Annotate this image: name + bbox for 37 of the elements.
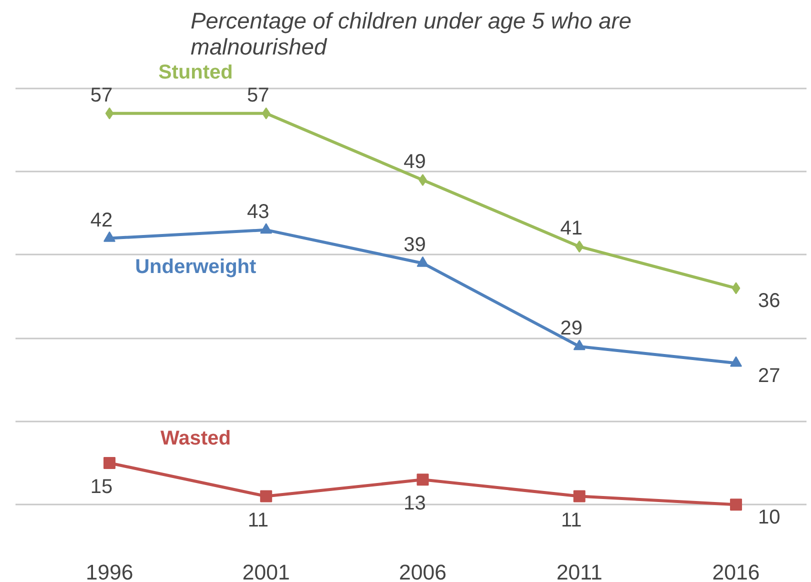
data-label: 11 [561, 509, 582, 532]
x-tick-label: 2011 [556, 560, 602, 582]
point [103, 231, 116, 242]
data-label: 15 [90, 476, 113, 498]
data-label: 13 [404, 492, 426, 515]
x-tick-label: 1996 [86, 560, 134, 582]
point [575, 240, 584, 253]
series-label: Underweight [135, 256, 257, 278]
data-label: 27 [758, 365, 780, 388]
point [573, 340, 586, 350]
data-label: 41 [560, 218, 583, 240]
point [105, 107, 114, 120]
point [260, 223, 272, 234]
data-label: 36 [758, 290, 780, 312]
point [730, 356, 742, 367]
point [573, 490, 586, 502]
point [732, 282, 740, 294]
x-tick-label: 2016 [712, 560, 760, 582]
data-label: 57 [246, 84, 270, 106]
data-label: 42 [90, 209, 113, 232]
data-label: 49 [404, 150, 426, 173]
x-tick-label: 2001 [242, 560, 290, 582]
point [103, 456, 116, 469]
data-label: 11 [248, 509, 268, 532]
point [416, 256, 429, 267]
point [262, 107, 270, 120]
point [260, 490, 272, 502]
data-label: 29 [560, 317, 583, 340]
chart-title: Percentage of children under age 5 who are malnourished [190, 8, 632, 60]
point [416, 474, 429, 486]
data-label: 43 [246, 200, 270, 223]
series-label: Wasted [160, 428, 231, 450]
data-label: 39 [404, 234, 426, 256]
point [730, 498, 742, 511]
data-label: 57 [90, 84, 113, 106]
data-label: 10 [758, 506, 780, 529]
x-tick-label: 2006 [399, 560, 446, 582]
